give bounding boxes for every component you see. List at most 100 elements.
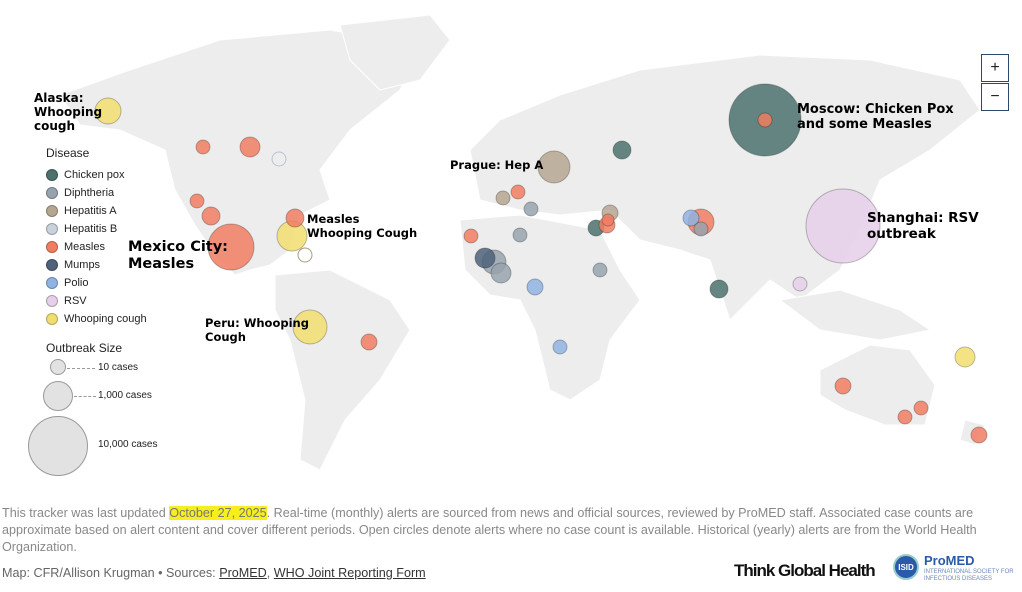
legend-swatch [46, 259, 58, 271]
size-circle-medium [43, 381, 73, 411]
outbreak-size-legend: Outbreak Size 10 cases 1,000 cases 10,00… [28, 341, 158, 476]
outbreak-marker-measles[interactable] [757, 112, 773, 128]
disease-legend: Disease Chicken pox Diphtheria Hepatitis A… [46, 146, 147, 328]
outbreak-marker-measles[interactable] [189, 193, 205, 209]
legend-label: Chicken pox [64, 169, 125, 181]
outbreak-marker-mumps[interactable] [474, 247, 496, 269]
outbreak-marker-measles[interactable] [239, 136, 261, 158]
credits: Map: CFR/Allison Krugman • Sources: ProM… [2, 566, 426, 580]
outbreak-marker-rsv[interactable] [805, 188, 881, 264]
legend-title: Disease [46, 146, 90, 160]
zoom-out-button[interactable]: − [981, 83, 1009, 111]
promed-link[interactable]: ProMED [219, 566, 267, 580]
outbreak-marker-measles[interactable] [601, 213, 615, 227]
legend-label: Polio [64, 277, 89, 289]
australia [819, 344, 936, 426]
credit-text: Map: CFR/Allison Krugman • Sources: [2, 566, 220, 580]
world-map[interactable] [0, 0, 1022, 490]
outbreak-marker-measles[interactable] [970, 426, 988, 444]
legend-item: Chicken pox [46, 166, 147, 184]
size-legend-title: Outbreak Size [46, 341, 123, 355]
legend-item: Measles [46, 238, 147, 256]
annotation-east-us: Measles Whooping Cough [307, 212, 418, 240]
legend-item: Diphtheria [46, 184, 147, 202]
zoom-in-button[interactable]: + [981, 54, 1009, 82]
think-global-health-logo: Think Global Health [734, 561, 876, 580]
africa [459, 214, 641, 401]
legend-item: Hepatitis A [46, 202, 147, 220]
outbreak-marker-diphtheria[interactable] [523, 201, 539, 217]
greenland [339, 14, 451, 91]
legend-item: Polio [46, 274, 147, 292]
outbreak-marker-measles[interactable] [285, 208, 305, 228]
outbreak-marker-chicken-pox[interactable] [612, 140, 632, 160]
legend-swatch [46, 205, 58, 217]
leader-line [74, 396, 96, 397]
outbreak-marker-measles[interactable] [195, 139, 211, 155]
outbreak-marker-diphtheria[interactable] [512, 227, 528, 243]
promed-subtitle: INTERNATIONAL SOCIETY FOR INFECTIOUS DIS… [924, 569, 1014, 582]
leader-line [67, 368, 95, 369]
outbreak-marker-measles[interactable] [913, 400, 929, 416]
outbreak-markers [94, 83, 988, 444]
outbreak-marker-measles[interactable] [201, 206, 221, 226]
size-circle-large [28, 416, 88, 476]
legend-label: RSV [64, 295, 87, 307]
legend-item: Mumps [46, 256, 147, 274]
legend-item: Whooping cough [46, 310, 147, 328]
legend-swatch [46, 241, 58, 253]
outbreak-marker-whooping-cough[interactable] [94, 97, 122, 125]
outbreak-marker-chicken-pox[interactable] [709, 279, 729, 299]
outbreak-marker-measles[interactable] [834, 377, 852, 395]
outbreak-marker-polio[interactable] [526, 278, 544, 296]
footnote: This tracker was last updated October 27… [2, 505, 1017, 556]
legend-swatch [46, 277, 58, 289]
legend-swatch [46, 295, 58, 307]
footnote-prefix: This tracker was last updated [2, 506, 170, 520]
legend-label: Measles [64, 241, 105, 253]
outbreak-marker-measles[interactable] [207, 223, 255, 271]
outbreak-marker-diphtheria[interactable] [592, 262, 608, 278]
annotation-prague: Prague: Hep A [450, 158, 544, 172]
size-label-10: 10 cases [98, 362, 139, 373]
legend-label: Mumps [64, 259, 101, 271]
annotation-peru: Peru: Whooping Cough [205, 316, 309, 344]
outbreak-marker-hepatitis-b[interactable] [271, 151, 287, 167]
outbreak-marker-measles[interactable] [463, 228, 479, 244]
outbreak-marker-measles[interactable] [360, 333, 378, 351]
annotation-alaska: Alaska: Whooping cough [34, 91, 103, 134]
outbreak-marker-polio[interactable] [552, 339, 568, 355]
annotation-shanghai: Shanghai: RSV outbreak [867, 210, 979, 242]
outbreak-marker-whooping-cough[interactable] [292, 309, 328, 345]
isid-logo: ISID [893, 554, 919, 580]
annotation-moscow: Moscow: Chicken Pox and some Measles [797, 102, 954, 133]
southeast-asia [778, 289, 932, 341]
legend-swatch [46, 223, 58, 235]
outbreak-marker-diphtheria[interactable] [693, 221, 709, 237]
outbreak-marker-diphtheria[interactable] [490, 262, 512, 284]
annotation-mexico-city: Mexico City: Measles [128, 239, 228, 273]
legend-swatch [46, 187, 58, 199]
legend-item: Hepatitis B [46, 220, 147, 238]
outbreak-marker-whooping-cough[interactable] [954, 346, 976, 368]
who-link[interactable]: WHO Joint Reporting Form [273, 566, 426, 580]
outbreak-marker-polio[interactable] [682, 209, 700, 227]
outbreak-marker-measles[interactable] [510, 184, 526, 200]
size-label-1000: 1,000 cases [98, 390, 152, 401]
outbreak-marker-hepatitis-a[interactable] [537, 150, 571, 184]
legend-swatch [46, 313, 58, 325]
outbreak-marker-measles[interactable] [897, 409, 913, 425]
eurasia [469, 54, 981, 321]
size-circle-small [50, 359, 66, 375]
legend-item: RSV [46, 292, 147, 310]
outbreak-marker-hepatitis-a[interactable] [297, 247, 313, 263]
promed-logo: ProMED [924, 553, 975, 568]
updated-date: October 27, 2025 [169, 506, 267, 520]
legend-label: Hepatitis A [64, 205, 117, 217]
outbreak-marker-rsv[interactable] [792, 276, 808, 292]
footnote-text: . Real-time (monthly) alerts are sourced… [2, 506, 977, 554]
legend-swatch [46, 169, 58, 181]
legend-label: Hepatitis B [64, 223, 118, 235]
separator: , [266, 566, 274, 580]
outbreak-marker-hepatitis-a[interactable] [495, 190, 511, 206]
